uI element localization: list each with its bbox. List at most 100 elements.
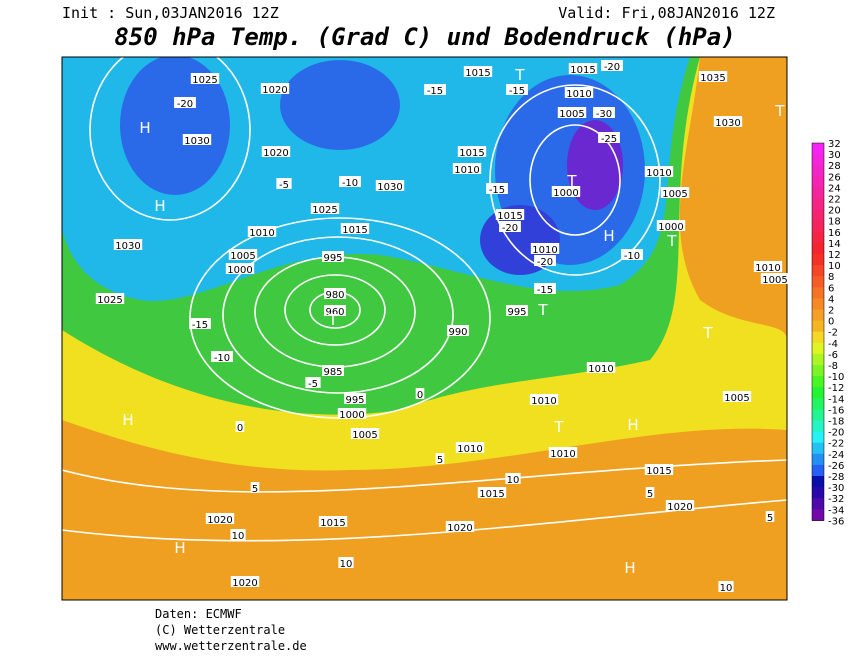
isoline-label: 1010	[532, 245, 557, 256]
label-bg	[765, 511, 775, 522]
colorbar-label: -16	[828, 405, 844, 416]
isoline-label: 5	[252, 484, 258, 495]
isoline-label: -5	[279, 180, 289, 191]
label-bg	[601, 60, 623, 71]
label-bg	[350, 428, 380, 439]
label-bg	[713, 116, 743, 127]
isoline-label: 1010	[249, 228, 274, 239]
colorbar-label: 16	[828, 228, 841, 239]
label-bg	[305, 377, 321, 388]
label-bg	[645, 487, 655, 498]
colorbar-label: 32	[828, 139, 841, 150]
colorbar-swatch	[812, 187, 824, 199]
colorbar-swatch	[812, 165, 824, 177]
label-bg	[557, 107, 587, 118]
isoline-label: -20	[537, 257, 553, 268]
isoline-label: 1005	[559, 109, 584, 120]
label-bg	[228, 249, 258, 260]
colorbar-label: -20	[828, 428, 844, 439]
isoline-label: 1000	[553, 188, 578, 199]
label-bg	[722, 391, 752, 402]
colorbar-label: 14	[828, 239, 841, 250]
label-bg	[506, 305, 528, 316]
isoline-label: 10	[720, 583, 733, 594]
label-bg	[463, 66, 493, 77]
label-bg	[665, 500, 695, 511]
colorbar-label: 26	[828, 172, 841, 183]
label-bg	[205, 513, 235, 524]
isoline-label: 995	[507, 307, 526, 318]
isoline-label: 1015	[465, 68, 490, 79]
label-bg	[95, 293, 125, 304]
isoline-label: 1010	[755, 263, 780, 274]
isoline-label: 10	[507, 475, 520, 486]
isoline-label: 1035	[700, 73, 725, 84]
isoline-label: 995	[323, 253, 342, 264]
colorbar-label: -36	[828, 516, 844, 527]
label-bg	[113, 239, 143, 250]
isoline-label: 1020	[667, 502, 692, 513]
colorbar-label: -12	[828, 383, 844, 394]
colorbar-swatch	[812, 487, 824, 499]
isoline-label: 5	[767, 513, 773, 524]
isoline-label: 1000	[339, 410, 364, 421]
colorbar-swatch	[812, 309, 824, 322]
colorbar-swatch	[812, 176, 824, 188]
isoline-label: 1005	[762, 275, 787, 286]
init-time: Init : Sun,03JAN2016 12Z	[62, 4, 279, 22]
isoline-label: 1015	[479, 489, 504, 500]
colorbar-swatch	[812, 376, 824, 388]
isoline-label: -30	[596, 109, 612, 120]
pressure-center: H	[154, 197, 165, 215]
isoline-label: -15	[537, 285, 553, 296]
colorbar-label: 8	[828, 272, 834, 283]
isoline-label: 1000	[658, 222, 683, 233]
label-bg	[593, 107, 615, 118]
label-bg	[529, 394, 559, 405]
isoline-label: 0	[237, 423, 243, 434]
colorbar-swatch	[812, 398, 824, 410]
colorbar-swatch	[812, 231, 824, 244]
label-bg	[534, 255, 556, 266]
colorbar-label: -18	[828, 417, 844, 428]
isoline-label: 1010	[588, 364, 613, 375]
isoline-label: 1020	[262, 85, 287, 96]
isoline-label: 1015	[497, 211, 522, 222]
label-bg	[211, 351, 233, 362]
isoline-label: -25	[601, 134, 617, 145]
colorbar-label: -32	[828, 494, 844, 505]
label-bg	[261, 146, 291, 157]
colorbar-label: 4	[828, 294, 834, 305]
colorbar-swatch	[812, 442, 824, 455]
pressure-center: H	[139, 119, 150, 137]
label-bg	[534, 283, 556, 294]
label-bg	[447, 325, 469, 336]
colorbar-swatch	[812, 464, 824, 477]
colorbar-swatch	[812, 420, 824, 433]
pressure-center: H	[122, 411, 133, 429]
colorbar-label: 22	[828, 195, 841, 206]
isoline-label: 1005	[230, 251, 255, 262]
label-bg	[598, 132, 620, 143]
label-bg	[718, 581, 734, 592]
colorbar-label: -24	[828, 450, 844, 461]
label-bg	[318, 516, 348, 527]
label-bg	[260, 83, 290, 94]
colorbar-swatch	[812, 476, 824, 488]
colorbar-label: -28	[828, 472, 844, 483]
colorbar-swatch	[812, 365, 824, 377]
colorbar-label: -14	[828, 394, 844, 405]
colorbar-label: -6	[828, 350, 838, 361]
label-bg	[505, 473, 521, 484]
colorbar-label: -4	[828, 339, 838, 350]
colorbar-swatch	[812, 298, 824, 310]
isoline-label: 990	[448, 327, 467, 338]
isoline-label: 995	[345, 395, 364, 406]
colorbar-label: 6	[828, 283, 834, 294]
colorbar-swatch	[812, 220, 824, 233]
isoline-label: -15	[489, 185, 505, 196]
label-bg	[435, 453, 445, 464]
map-frame	[61, 56, 788, 601]
colorbar-swatch	[812, 287, 824, 299]
colorbar-swatch	[812, 320, 824, 333]
